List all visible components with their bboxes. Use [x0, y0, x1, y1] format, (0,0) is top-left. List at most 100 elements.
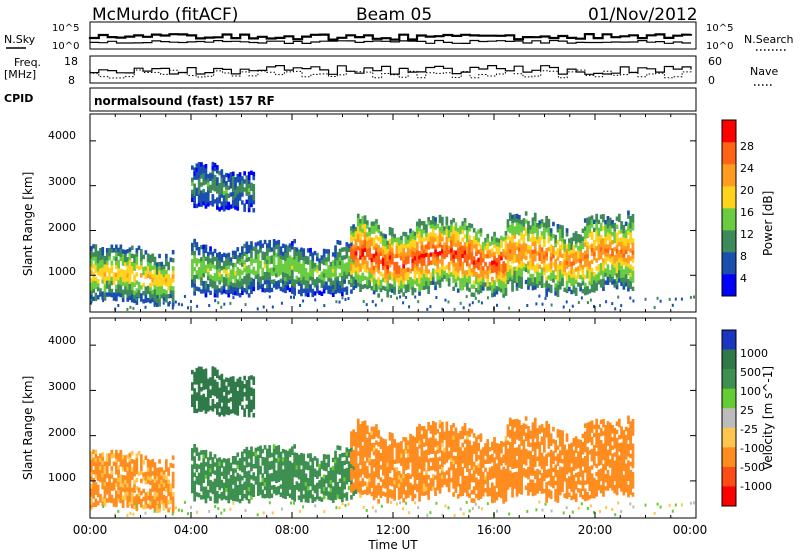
power-cell	[191, 181, 194, 186]
power-cell	[597, 268, 601, 273]
velocity-cell	[418, 423, 421, 429]
power-cell	[515, 217, 519, 223]
power-cell	[270, 255, 274, 260]
power-cell	[167, 273, 170, 279]
power-cell	[470, 248, 474, 253]
power-cell	[479, 284, 483, 289]
power-cell	[549, 272, 553, 277]
velocity-cell	[447, 430, 451, 436]
velocity-cell	[241, 393, 244, 398]
power-cell	[345, 286, 349, 291]
power-cell	[234, 205, 237, 210]
power-cell	[515, 225, 519, 231]
power-cell	[608, 229, 612, 235]
velocity-cell	[202, 369, 206, 374]
power-cell	[225, 261, 228, 267]
power-cell	[459, 301, 462, 305]
power-cell	[297, 261, 301, 266]
power-cell	[420, 241, 424, 246]
velocity-cell	[391, 461, 394, 467]
velocity-cell	[128, 460, 132, 466]
velocity-cell	[395, 467, 399, 472]
power-cell	[447, 265, 451, 271]
power-cell	[250, 289, 253, 294]
power-cell	[545, 264, 548, 269]
power-cell	[359, 275, 362, 280]
power-cell	[338, 248, 342, 254]
power-cell	[277, 272, 281, 277]
power-cell	[105, 268, 109, 273]
velocity-cell	[209, 472, 212, 477]
power-cell	[606, 280, 610, 285]
power-cell	[456, 260, 460, 265]
power-cell	[545, 268, 548, 273]
power-cell	[149, 282, 152, 288]
power-cell	[368, 227, 371, 232]
power-cell	[200, 202, 203, 207]
power-cell	[304, 259, 308, 265]
power-cell	[404, 260, 408, 265]
velocity-cell	[461, 459, 465, 464]
power-cell	[488, 249, 492, 255]
power-cell	[193, 167, 196, 172]
power-cell	[568, 262, 571, 267]
velocity-cell	[436, 465, 440, 470]
power-cell	[375, 243, 378, 248]
power-cell	[447, 270, 451, 275]
power-cell	[200, 269, 203, 274]
velocity-cell	[334, 495, 337, 500]
power-cell	[606, 228, 610, 233]
velocity-cell	[171, 475, 175, 481]
power-cell	[540, 231, 544, 236]
power-cell	[420, 265, 424, 270]
power-ylabel: Slant Range [km]	[21, 172, 35, 276]
power-cell	[149, 270, 152, 276]
velocity-cell	[304, 485, 308, 491]
power-cell	[445, 216, 449, 221]
power-cell	[556, 280, 560, 285]
power-cell	[370, 257, 374, 263]
velocity-cell	[218, 469, 221, 474]
power-cell	[218, 251, 221, 257]
velocity-cell	[375, 452, 378, 458]
power-cell	[563, 263, 567, 268]
power-cell	[497, 286, 501, 292]
velocity-cell	[404, 437, 408, 442]
velocity-cell	[445, 478, 449, 483]
power-cell	[334, 281, 337, 286]
velocity-cell	[117, 473, 120, 478]
velocity-cell	[252, 488, 256, 493]
power-cell	[103, 276, 107, 281]
velocity-cell	[140, 499, 143, 504]
noise-panel-frame	[89, 21, 697, 50]
velocity-cell	[456, 481, 460, 487]
velocity-cell	[411, 443, 415, 449]
power-cell	[411, 262, 415, 268]
velocity-cell	[169, 487, 173, 492]
power-cell	[543, 271, 546, 276]
power-cell	[558, 269, 562, 274]
velocity-cell	[243, 485, 246, 491]
power-cell	[252, 175, 256, 181]
power-cell	[538, 272, 542, 278]
power-cell	[261, 251, 265, 256]
power-cell	[579, 262, 582, 268]
velocity-cell	[252, 376, 256, 381]
velocity-cell	[241, 463, 244, 469]
power-cell	[112, 256, 116, 261]
velocity-cell	[411, 468, 415, 473]
power-cell	[250, 281, 253, 286]
power-cell	[431, 268, 435, 273]
velocity-cell	[234, 456, 237, 461]
velocity-cell	[375, 493, 378, 498]
power-cell	[552, 250, 555, 255]
velocity-cell	[334, 454, 337, 460]
velocity-cell	[284, 486, 287, 491]
power-cell	[533, 265, 537, 270]
power-cell	[144, 270, 148, 275]
velocity-cell	[350, 435, 353, 440]
velocity-cell	[117, 481, 120, 487]
power-cell	[101, 275, 105, 280]
power-cell	[409, 281, 412, 286]
velocity-cell	[406, 448, 410, 454]
